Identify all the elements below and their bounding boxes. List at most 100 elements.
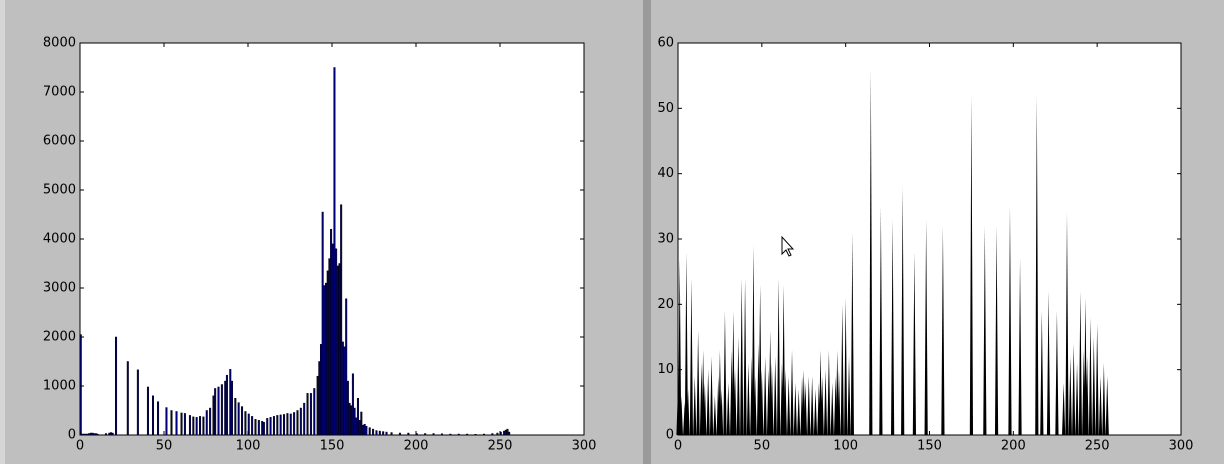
y-tick-label: 6000	[43, 134, 76, 149]
bar	[234, 398, 237, 436]
bar	[261, 421, 264, 436]
bar	[296, 410, 299, 436]
bar	[351, 373, 354, 436]
y-tick-label: 0	[666, 428, 674, 443]
y-tick-label: 2000	[43, 330, 76, 345]
spike	[820, 376, 824, 435]
spike	[869, 69, 873, 435]
bar	[346, 380, 349, 436]
bar	[355, 417, 358, 436]
bar	[353, 407, 356, 436]
bar	[86, 433, 89, 436]
bar	[241, 406, 244, 436]
bar	[94, 433, 97, 436]
bar	[457, 433, 460, 436]
spike	[1046, 291, 1051, 435]
spike	[783, 369, 787, 435]
spike	[1055, 310, 1059, 435]
bar	[449, 433, 452, 436]
bar	[209, 407, 212, 436]
spike	[733, 369, 737, 435]
bar	[91, 432, 94, 436]
bar	[350, 405, 353, 436]
bar	[299, 407, 302, 436]
bar	[111, 432, 114, 436]
spike	[746, 363, 751, 435]
spike	[1040, 310, 1044, 435]
x-tick-label: 100	[833, 439, 858, 454]
bar	[309, 393, 312, 436]
x-tick-label: 300	[572, 439, 597, 454]
spike	[803, 382, 808, 435]
bar	[330, 228, 333, 436]
spike	[1088, 317, 1093, 435]
bar	[214, 388, 217, 436]
bar	[504, 429, 507, 436]
bar	[503, 430, 506, 436]
bar	[109, 432, 113, 436]
bar	[321, 211, 324, 436]
bar	[293, 412, 296, 436]
spike	[823, 369, 828, 435]
bar	[407, 432, 410, 436]
spike	[847, 356, 851, 435]
bar	[202, 416, 205, 436]
bar	[247, 413, 250, 436]
bar	[96, 433, 99, 436]
bar	[225, 374, 228, 436]
spike	[758, 284, 762, 435]
spike	[813, 389, 818, 435]
spike	[983, 225, 987, 435]
spike	[686, 389, 690, 435]
bar	[217, 386, 220, 436]
spike	[1008, 206, 1012, 435]
x-tick-label: 300	[1169, 439, 1194, 454]
spike	[718, 350, 722, 435]
bar	[326, 270, 329, 436]
bar	[365, 425, 368, 436]
y-tick-label: 10	[657, 362, 674, 377]
bar	[506, 428, 509, 436]
spike	[731, 310, 735, 435]
spike	[797, 389, 801, 435]
bar	[192, 416, 195, 436]
bar	[341, 341, 344, 436]
spike	[912, 252, 917, 435]
bar	[266, 418, 269, 436]
x-tick-label: 200	[404, 439, 429, 454]
bar	[224, 380, 227, 436]
bar	[390, 432, 393, 436]
bar	[432, 433, 435, 436]
bar	[262, 422, 265, 436]
spike	[760, 369, 764, 435]
bar	[89, 432, 92, 436]
y-tick-label: 0	[68, 428, 76, 443]
mouse-cursor	[781, 235, 795, 257]
spike	[827, 350, 831, 435]
bar	[283, 414, 286, 436]
spike	[726, 382, 730, 435]
bar	[345, 298, 348, 436]
spike	[693, 376, 697, 435]
bar	[104, 433, 107, 436]
bar	[340, 204, 343, 436]
bar	[372, 428, 375, 436]
y-tick-label: 50	[657, 101, 674, 116]
bar	[79, 334, 82, 436]
bar	[303, 402, 306, 436]
spike	[879, 206, 883, 435]
spike	[850, 232, 854, 435]
spike	[1062, 382, 1066, 435]
spike	[753, 376, 757, 435]
spike	[763, 356, 767, 435]
bar	[251, 416, 254, 436]
spike	[679, 395, 683, 435]
spike	[830, 382, 834, 435]
spike	[1068, 356, 1072, 435]
x-tick-label: 50	[156, 439, 173, 454]
spike	[891, 219, 895, 435]
spike	[1035, 95, 1039, 436]
bar	[257, 420, 260, 436]
bar	[289, 413, 292, 436]
